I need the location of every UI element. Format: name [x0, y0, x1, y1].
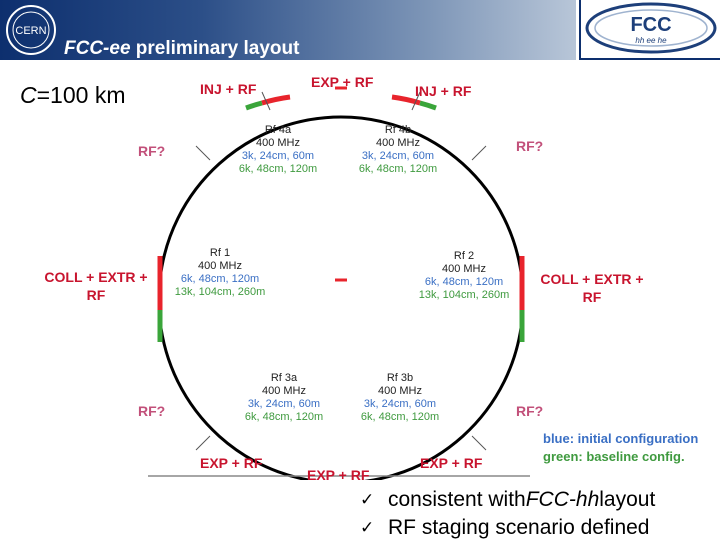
rf-segment-top-left: [261, 94, 291, 106]
fcc-logo-subtext: hh ee he: [635, 36, 667, 45]
label-inj-rf-right: INJ + RF: [415, 83, 472, 99]
bullet-item: ✓ RF staging scenario defined: [360, 514, 655, 542]
tick-mark: [411, 91, 421, 111]
color-legend: blue: initial configuration green: basel…: [543, 430, 698, 466]
baseline-segment-top-right: [419, 100, 437, 111]
baseline-segment-top-left: [245, 100, 263, 111]
bullet-item: ✓ consistent with FCC-hh layout: [360, 486, 655, 514]
label-exp-rf-bottom: EXP + RF: [307, 467, 370, 483]
page-title: FCC-ee preliminary layout: [64, 38, 300, 59]
rf-section-2: Rf 2 400 MHz 6k, 48cm, 120m 13k, 104cm, 26…: [418, 250, 510, 301]
label-coll-extr-left: COLL + EXTR + RF: [44, 269, 148, 303]
fcc-logo-box: FCC hh ee he: [579, 0, 720, 60]
collider-ring-diagram: [148, 86, 530, 480]
rf-section-1: Rf 1 400 MHz 6k, 48cm, 120m 13k, 104cm, 26…: [174, 247, 266, 298]
tick-mark: [195, 145, 211, 161]
label-rf-question-upper-right: RF?: [516, 138, 544, 154]
rf-section-3b: Rf 3b 400 MHz 3k, 24cm, 60m 6k, 48cm, 120m: [360, 372, 440, 423]
label-rf-question-lower-left: RF?: [138, 403, 166, 419]
rf-section-3a: Rf 3a 400 MHz 3k, 24cm, 60m 6k, 48cm, 120m: [244, 372, 324, 423]
bullet-list: ✓ consistent with FCC-hh layout ✓ RF sta…: [360, 486, 655, 542]
fcc-logo-text: FCC: [630, 14, 671, 36]
rf-segment-top-right: [391, 94, 421, 106]
legend-blue: blue: initial configuration: [543, 431, 699, 446]
tick-mark: [471, 145, 487, 161]
label-exp-rf-bottom-right: EXP + RF: [420, 455, 483, 471]
fcc-logo: FCC hh ee he: [585, 2, 717, 54]
tick-mark: [195, 435, 211, 451]
tick-mark: [261, 91, 271, 111]
label-inj-rf-left: INJ + RF: [200, 81, 257, 97]
label-rf-question-upper-left: RF?: [138, 143, 166, 159]
label-rf-question-lower-right: RF?: [516, 403, 544, 419]
tick-mark: [471, 435, 487, 451]
label-exp-rf-bottom-left: EXP + RF: [200, 455, 263, 471]
legend-green: green: baseline config.: [543, 449, 685, 464]
title-banner: CERN FCC-ee preliminary layout: [0, 0, 576, 60]
checkmark-icon: ✓: [360, 518, 375, 537]
checkmark-icon: ✓: [360, 490, 375, 509]
cern-logo-text: CERN: [15, 25, 46, 37]
label-exp-rf-top: EXP + RF: [311, 74, 374, 90]
label-coll-extr-right: COLL + EXTR + RF: [540, 271, 644, 305]
cern-logo: CERN: [6, 5, 56, 55]
rf-section-4b: Rf 4b 400 MHz 3k, 24cm, 60m 6k, 48cm, 120m: [358, 124, 438, 175]
circumference-label: C=100 km: [20, 82, 126, 108]
rf-section-4a: Rf 4a 400 MHz 3k, 24cm, 60m 6k, 48cm, 120m: [238, 124, 318, 175]
